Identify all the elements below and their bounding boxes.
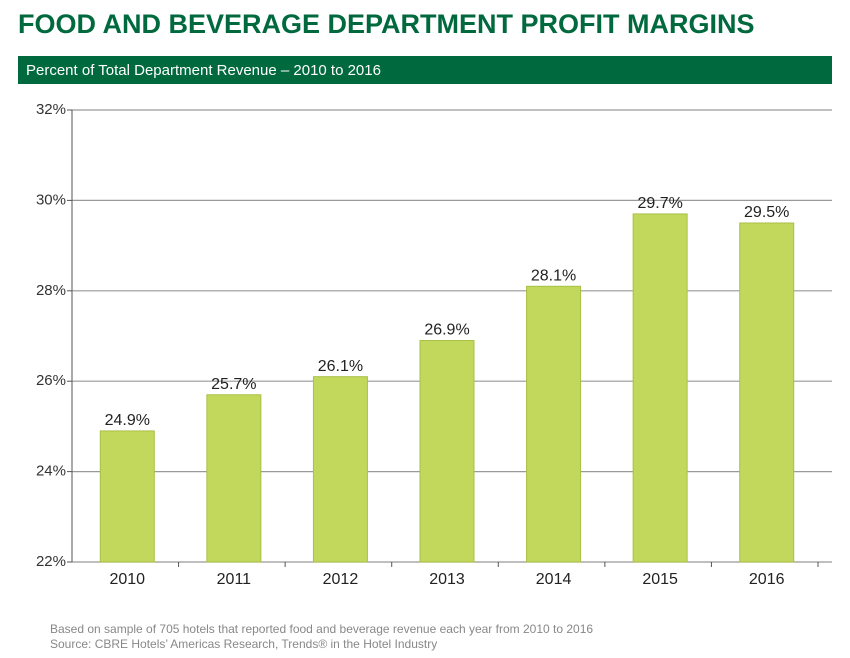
bar [526, 285, 582, 563]
y-tick-label: 22% [36, 553, 66, 570]
bar [739, 222, 795, 563]
value-label: 28.1% [531, 267, 576, 284]
y-tick-label: 24% [36, 463, 66, 480]
chart-title: FOOD AND BEVERAGE DEPARTMENT PROFIT MARG… [18, 9, 755, 39]
x-tick-label: 2016 [749, 571, 785, 588]
bar [312, 376, 368, 563]
subtitle-banner [18, 56, 832, 84]
y-tick-label: 26% [36, 372, 66, 389]
bar [632, 213, 688, 563]
x-tick-label: 2011 [217, 571, 252, 588]
value-label: 25.7% [211, 376, 256, 393]
y-tick-label: 30% [36, 191, 66, 208]
bar [206, 394, 262, 563]
x-tick-label: 2010 [109, 571, 145, 588]
bar [419, 340, 475, 563]
value-label: 24.9% [105, 412, 150, 429]
y-tick-label: 32% [36, 101, 66, 118]
chart-subtitle: Percent of Total Department Revenue – 20… [26, 62, 381, 79]
footnote: Source: CBRE Hotels’ Americas Research, … [50, 637, 437, 651]
y-tick-label: 28% [36, 282, 66, 299]
value-label: 29.5% [744, 204, 789, 221]
value-label: 29.7% [637, 195, 682, 212]
value-label: 26.1% [318, 358, 363, 375]
x-tick-label: 2013 [429, 571, 465, 588]
x-tick-label: 2014 [536, 571, 572, 588]
bar [99, 430, 155, 563]
value-label: 26.9% [424, 322, 469, 339]
x-tick-label: 2012 [323, 571, 359, 588]
footnote: Based on sample of 705 hotels that repor… [50, 622, 593, 636]
x-tick-label: 2015 [642, 571, 678, 588]
